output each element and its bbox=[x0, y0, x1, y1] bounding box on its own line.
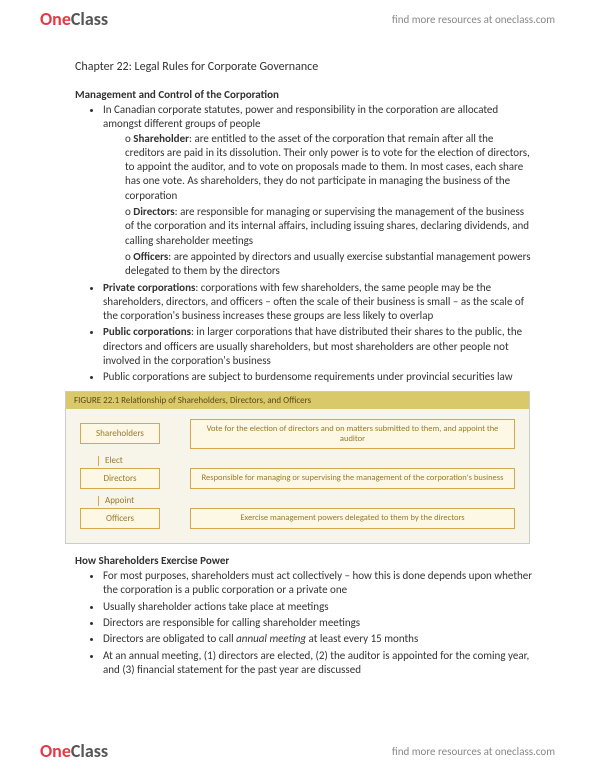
list-item: Private corporations: corporations with … bbox=[103, 281, 535, 324]
list-item: For most purposes, shareholders must act… bbox=[103, 569, 535, 598]
figure-body: Shareholders Vote for the election of di… bbox=[66, 409, 529, 543]
section-2-list: For most purposes, shareholders must act… bbox=[75, 569, 535, 677]
figure-box-officers: Officers bbox=[80, 508, 160, 529]
header-tagline: find more resources at oneclass.com bbox=[392, 13, 555, 26]
document-content: Chapter 22: Legal Rules for Corporate Go… bbox=[75, 60, 535, 679]
figure-row-officers: Officers Exercise management powers dele… bbox=[80, 508, 515, 529]
list-item: Public corporations: in larger corporati… bbox=[103, 325, 535, 368]
page-footer: OneClass find more resources at oneclass… bbox=[0, 732, 595, 770]
figure-box-directors: Directors bbox=[80, 468, 160, 489]
list-item: Directors are obligated to call annual m… bbox=[103, 632, 535, 646]
logo-part-class: Class bbox=[71, 740, 108, 762]
figure-connector-appoint: Appoint bbox=[98, 493, 515, 508]
figure-title: FIGURE 22.1 Relationship of Shareholders… bbox=[66, 392, 529, 409]
footer-tagline: find more resources at oneclass.com bbox=[392, 745, 555, 758]
list-item: In Canadian corporate statutes, power an… bbox=[103, 103, 535, 279]
list-item: Officers: are appointed by directors and… bbox=[125, 250, 535, 279]
figure-row-directors: Directors Responsible for managing or su… bbox=[80, 468, 515, 489]
list-item: Directors are responsible for calling sh… bbox=[103, 616, 535, 630]
section-1-list: In Canadian corporate statutes, power an… bbox=[75, 103, 535, 385]
logo-part-one: One bbox=[40, 740, 71, 762]
page-header: OneClass find more resources at oneclass… bbox=[0, 0, 595, 38]
figure-connector-elect: Elect bbox=[98, 453, 515, 468]
brand-logo: OneClass bbox=[40, 8, 108, 30]
section-2-title: How Shareholders Exercise Power bbox=[75, 554, 535, 567]
figure-box-shareholders: Shareholders bbox=[80, 423, 160, 444]
list-item: Shareholder: are entitled to the asset o… bbox=[125, 132, 535, 203]
figure-desc-shareholders: Vote for the election of directors and o… bbox=[190, 419, 515, 449]
section-1-title: Management and Control of the Corporatio… bbox=[75, 88, 535, 101]
list-item: At an annual meeting, (1) directors are … bbox=[103, 649, 535, 678]
brand-logo-footer: OneClass bbox=[40, 740, 108, 762]
logo-part-class: Class bbox=[71, 8, 108, 30]
figure-desc-officers: Exercise management powers delegated to … bbox=[190, 508, 515, 528]
list-item: Public corporations are subject to burde… bbox=[103, 370, 535, 384]
chapter-title: Chapter 22: Legal Rules for Corporate Go… bbox=[75, 60, 535, 74]
figure-desc-directors: Responsible for managing or supervising … bbox=[190, 468, 515, 488]
list-item: Usually shareholder actions take place a… bbox=[103, 600, 535, 614]
figure-22-1: FIGURE 22.1 Relationship of Shareholders… bbox=[65, 391, 530, 544]
sub-list: Shareholder: are entitled to the asset o… bbox=[103, 132, 535, 279]
figure-row-shareholders: Shareholders Vote for the election of di… bbox=[80, 419, 515, 449]
list-item: Directors: are responsible for managing … bbox=[125, 205, 535, 248]
logo-part-one: One bbox=[40, 8, 71, 30]
